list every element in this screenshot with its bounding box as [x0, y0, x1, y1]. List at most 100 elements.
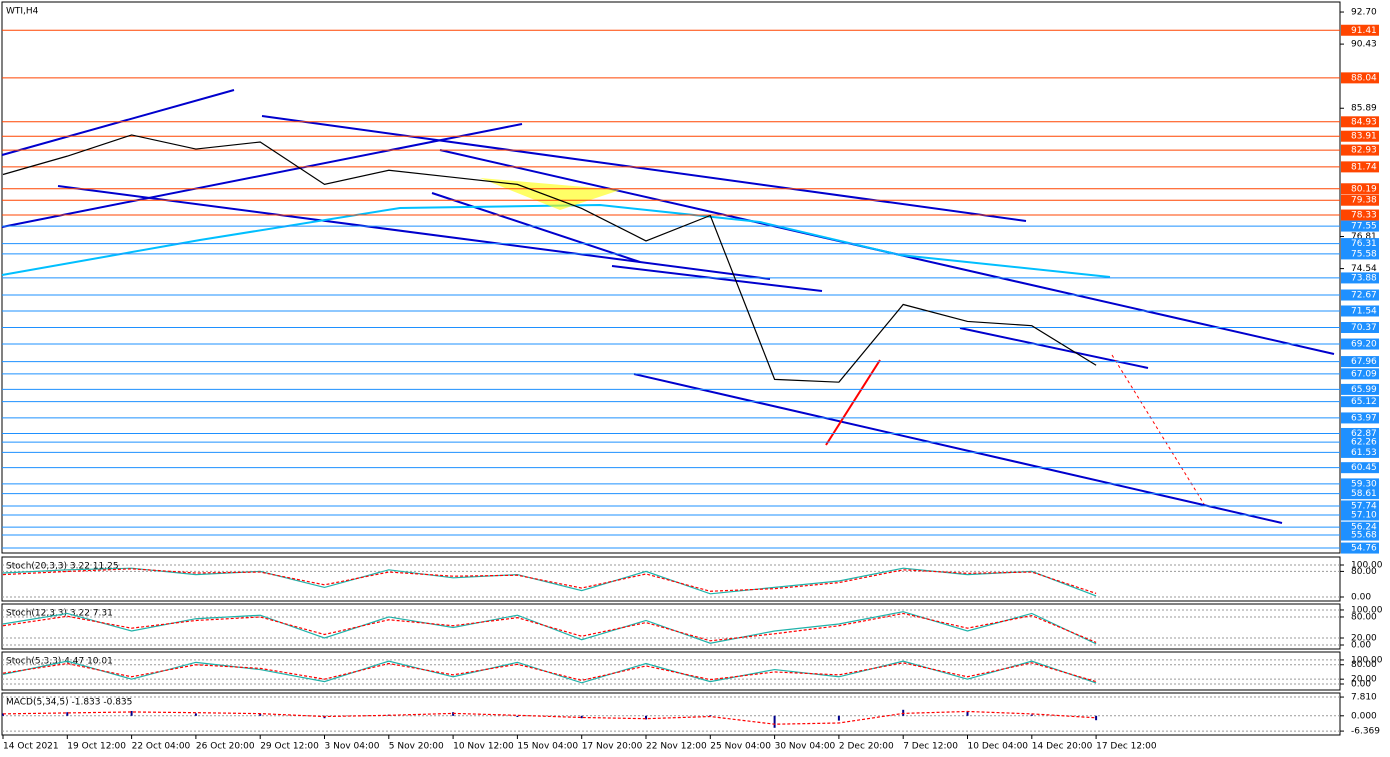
trendlines [1, 89, 1335, 524]
level-label-box [1341, 130, 1379, 142]
signal-line [2, 568, 1097, 594]
level-label: 67.96 [1351, 357, 1377, 367]
x-tick-label: 19 Oct 12:00 [67, 742, 126, 752]
x-tick-label: 17 Dec 12:00 [1096, 742, 1157, 752]
y-tick-label: 0.00 [1351, 641, 1371, 651]
x-tick-label: 14 Dec 20:00 [1032, 742, 1093, 752]
level-label-box [1341, 478, 1379, 490]
price-line [2, 134, 1097, 383]
level-label-box [1341, 529, 1379, 541]
x-tick-label: 14 Oct 2021 [3, 742, 59, 752]
level-label: 88.04 [1351, 73, 1377, 83]
level-label: 59.30 [1351, 479, 1377, 489]
level-label-box [1341, 509, 1379, 521]
pattern-area [480, 178, 620, 210]
y-tick-label: 85.89 [1351, 104, 1377, 114]
level-label: 67.09 [1351, 369, 1377, 379]
level-label: 83.91 [1351, 132, 1377, 142]
level-label: 72.67 [1351, 291, 1377, 301]
level-label: 73.88 [1351, 273, 1377, 283]
x-tick-label: 22 Nov 12:00 [646, 742, 707, 752]
level-label-box [1341, 521, 1379, 533]
level-label-box [1341, 194, 1379, 206]
level-label: 75.58 [1351, 249, 1377, 259]
x-tick-label: 26 Oct 20:00 [196, 742, 255, 752]
level-label: 71.54 [1351, 306, 1377, 316]
x-tick-label: 29 Oct 12:00 [260, 742, 319, 752]
y-tick-label: 92.70 [1351, 8, 1377, 18]
level-label: 62.26 [1351, 438, 1377, 448]
projection [1111, 354, 1205, 505]
level-label-box [1341, 322, 1379, 334]
level-label: 79.38 [1351, 196, 1377, 206]
level-label-box [1341, 383, 1379, 395]
level-label: 76.31 [1351, 239, 1377, 249]
panel-title: Stoch(12,3,3) 3.22 7.31 [6, 609, 113, 619]
y-tick-label: 80.00 [1351, 612, 1377, 622]
level-label-box [1341, 500, 1379, 512]
x-tick-label: 22 Oct 04:00 [132, 742, 191, 752]
y-tick-label: 100.00 [1351, 605, 1383, 615]
level-label-box [1341, 488, 1379, 500]
main-line [2, 567, 1097, 597]
trendline [431, 192, 641, 263]
level-label-box [1341, 338, 1379, 350]
y-tick-label: 90.43 [1351, 40, 1377, 50]
signal-line [2, 662, 1097, 683]
y-tick-label: 20.00 [1351, 633, 1377, 643]
level-label: 60.45 [1351, 463, 1377, 473]
y-tick-label: 7.810 [1351, 693, 1377, 703]
level-label: 61.53 [1351, 448, 1377, 458]
panel-title: MACD(5,34,5) -1.833 -0.835 [6, 698, 132, 708]
level-label-box [1341, 183, 1379, 195]
level-label-box [1341, 209, 1379, 221]
panel-title: Stoch(20,3,3) 3.22 11.25 [6, 562, 119, 572]
y-tick-label: 20.00 [1351, 675, 1377, 685]
trendline [1, 123, 523, 228]
panel-title: WTI,H4 [6, 7, 39, 17]
level-label: 80.19 [1351, 184, 1377, 194]
level-label: 70.37 [1351, 323, 1377, 333]
level-label: 62.87 [1351, 429, 1377, 439]
level-label-box [1341, 248, 1379, 260]
x-tick-label: 10 Nov 12:00 [453, 742, 514, 752]
y-tick-label: 74.54 [1351, 264, 1377, 274]
signal-line [2, 612, 1097, 643]
level-label: 82.93 [1351, 146, 1377, 156]
level-label: 78.33 [1351, 211, 1377, 221]
x-tick-label: 10 Dec 04:00 [968, 742, 1029, 752]
level-label-box [1341, 272, 1379, 284]
stoch-panel [1, 603, 1341, 650]
x-tick-label: 30 Nov 04:00 [775, 742, 836, 752]
level-label: 69.20 [1351, 340, 1377, 350]
x-tick-label: 15 Nov 04:00 [517, 742, 578, 752]
level-label-box [1341, 116, 1379, 128]
level-label-box [1341, 542, 1379, 554]
x-tick-label: 3 Nov 04:00 [325, 742, 380, 752]
panel-title: Stoch(5,3,3) 4.47 10.01 [6, 657, 113, 667]
level-label-box [1341, 412, 1379, 424]
trendline [261, 115, 1027, 222]
level-label-box [1341, 462, 1379, 474]
level-label: 55.68 [1351, 531, 1377, 541]
x-tick-label: 2 Dec 20:00 [839, 742, 894, 752]
level-label-box [1341, 289, 1379, 301]
level-label: 65.12 [1351, 397, 1377, 407]
level-label: 91.41 [1351, 26, 1377, 36]
macd-panel [1, 692, 1341, 736]
stoch-panel [1, 651, 1341, 691]
level-label: 57.74 [1351, 501, 1377, 511]
signal-line [2, 710, 1097, 725]
level-label-box [1341, 305, 1379, 317]
trendline [825, 359, 881, 446]
level-label: 54.76 [1351, 544, 1377, 554]
level-label: 63.97 [1351, 413, 1377, 423]
stoch-panel [1, 556, 1341, 602]
moving-average [1, 203, 1111, 278]
level-label-box [1341, 220, 1379, 232]
y-tick-label: 100.00 [1351, 655, 1383, 665]
trendline [57, 185, 771, 280]
trendline [1, 89, 235, 156]
x-tick-label: 5 Nov 20:00 [389, 742, 444, 752]
